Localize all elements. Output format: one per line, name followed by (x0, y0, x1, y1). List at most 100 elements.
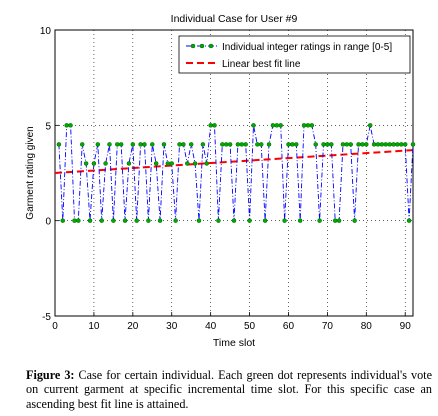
rating-point (364, 142, 369, 147)
rating-point (266, 142, 272, 147)
x-tick-label: 60 (283, 321, 295, 332)
plot-area (54, 29, 414, 317)
rating-point (111, 218, 116, 223)
x-tick-label: 10 (88, 321, 100, 332)
rating-point (157, 218, 163, 223)
rating-point (177, 142, 182, 147)
rating-point (348, 142, 353, 147)
y-tick-label: 0 (45, 217, 51, 228)
rating-point (79, 142, 85, 147)
figure-caption-text: Case for certain individual. Each green … (26, 368, 432, 411)
x-tick-label: 30 (166, 321, 178, 332)
rating-point (91, 161, 97, 166)
rating-point (301, 123, 307, 128)
rating-point (169, 161, 174, 166)
rating-point (344, 142, 350, 147)
ratings-series-group (56, 123, 416, 223)
rating-point (216, 218, 221, 223)
rating-point (270, 123, 276, 128)
rating-point (150, 142, 155, 147)
rating-point (130, 142, 136, 147)
x-tick-label: 80 (361, 321, 373, 332)
rating-point (153, 161, 159, 166)
rating-point (286, 142, 291, 147)
rating-point (115, 142, 120, 147)
rating-point (243, 142, 248, 147)
rating-point (134, 218, 139, 223)
rating-point (305, 123, 311, 128)
x-tick-label: 0 (52, 321, 58, 332)
rating-point (165, 161, 171, 166)
rating-point (313, 142, 318, 147)
rating-point (161, 142, 167, 147)
rating-point (383, 142, 389, 147)
rating-point (255, 142, 260, 147)
y-tick-label: 5 (45, 121, 51, 132)
rating-point (332, 218, 338, 223)
rating-point (212, 123, 217, 128)
rating-point (181, 142, 186, 147)
rating-point (379, 142, 385, 147)
y-tick-label: 10 (40, 26, 52, 37)
legend-fit-label: Linear best fit line (222, 59, 301, 70)
rating-point (68, 123, 73, 128)
rating-point (325, 142, 330, 147)
rating-point (290, 142, 295, 147)
x-axis-label: Time slot (213, 337, 255, 349)
rating-point (220, 142, 225, 147)
rating-point (99, 218, 104, 223)
rating-point (138, 142, 143, 147)
rating-point (329, 142, 334, 147)
legend-ratings-marker-2 (199, 43, 205, 49)
rating-point (56, 142, 62, 147)
rating-point (192, 161, 198, 166)
rating-point (282, 218, 287, 223)
rating-point (262, 218, 268, 223)
legend-ratings-marker-3 (208, 43, 214, 49)
rating-point (185, 161, 190, 166)
rating-point (402, 142, 408, 147)
rating-point (188, 142, 194, 147)
rating-point (223, 142, 229, 147)
rating-point (247, 218, 252, 223)
x-tick-label: 40 (205, 321, 217, 332)
rating-point (406, 218, 412, 223)
y-tick-label: -5 (42, 312, 51, 323)
rating-point (340, 142, 346, 147)
y-axis-label: Garment rating given (25, 126, 36, 219)
rating-point (391, 142, 396, 147)
rating-point (375, 142, 381, 147)
rating-point (297, 218, 303, 223)
legend-ratings-marker-1 (190, 43, 196, 49)
legend-ratings-label: Individual integer ratings in range [0-5… (222, 42, 392, 53)
chart-title: Individual Case for User #9 (171, 13, 298, 25)
rating-point (235, 142, 241, 147)
rating-point (200, 142, 206, 147)
x-tick-label: 70 (322, 321, 334, 332)
figure-caption: Figure 3: Case for certain individual. E… (26, 368, 432, 411)
rating-point (387, 142, 392, 147)
rating-point (278, 123, 283, 128)
rating-point (76, 218, 81, 223)
rating-point (107, 142, 112, 147)
rating-point (274, 123, 280, 128)
rating-point (142, 142, 147, 147)
rating-point (410, 142, 416, 147)
rating-point (356, 142, 361, 147)
rating-point (371, 142, 377, 147)
x-tick-label: 50 (244, 321, 256, 332)
rating-point (196, 218, 202, 223)
rating-point (336, 218, 342, 223)
rating-point (258, 142, 264, 147)
rating-point (87, 218, 93, 223)
fit-line-group (54, 149, 414, 174)
rating-point (64, 123, 69, 128)
rating-point (352, 218, 357, 223)
rating-point (95, 142, 101, 147)
rating-point (126, 161, 132, 166)
figure-caption-label: Figure 3: (26, 368, 75, 382)
rating-point (103, 161, 108, 166)
rating-point (360, 142, 365, 147)
rating-point (118, 142, 124, 147)
